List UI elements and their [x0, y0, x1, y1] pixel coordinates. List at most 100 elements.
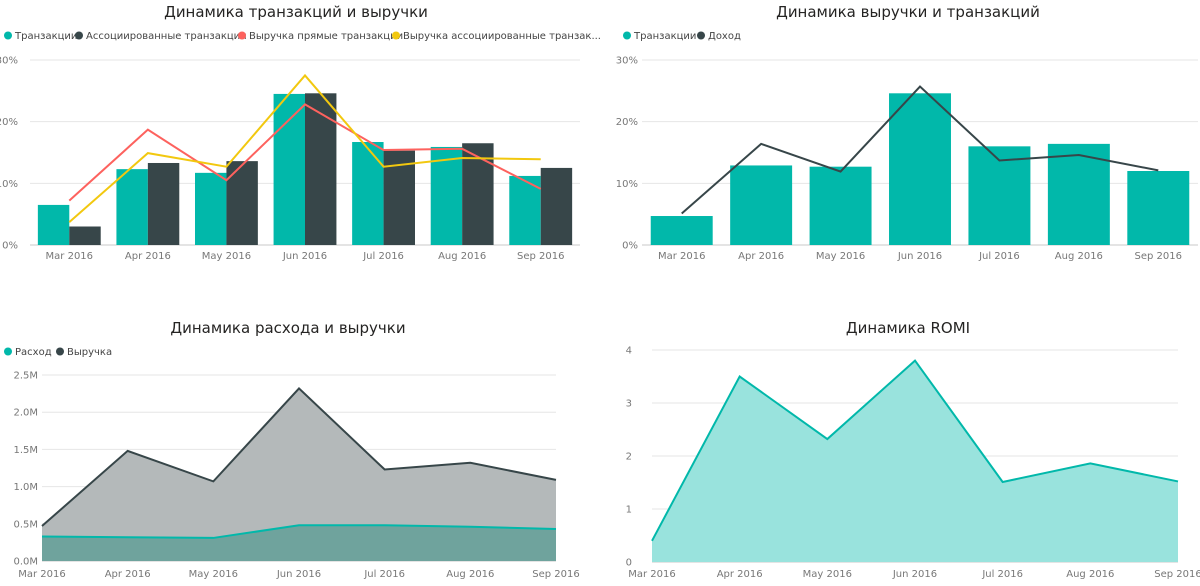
x-tick-label: Apr 2016 [105, 569, 151, 580]
bar-транзакции [809, 166, 872, 245]
series-line [68, 103, 542, 202]
chart-1: Динамика транзакций и выручки Транзакции А… [0, 3, 601, 262]
x-tick-label: Sep 2016 [1154, 569, 1200, 580]
x-tick-label: Apr 2016 [738, 251, 784, 262]
x-tick-label: Mar 2016 [628, 569, 676, 580]
x-tick-label: May 2016 [816, 251, 865, 262]
y-tick-label: 10% [616, 179, 638, 190]
y-tick-label: 0% [2, 241, 18, 252]
x-tick-label: Jul 2016 [978, 251, 1020, 262]
x-tick-label: May 2016 [803, 569, 852, 580]
y-tick-label: 30% [616, 56, 638, 67]
y-tick-label: 1.5M [13, 445, 38, 456]
y-tick-label: 2.0M [13, 408, 38, 419]
bar-ассоциированные-транзакции [226, 161, 258, 245]
area-line [651, 359, 1179, 542]
x-tick-label: Jul 2016 [981, 569, 1023, 580]
y-tick-label: 0% [622, 241, 638, 252]
y-tick-label: 0.0M [13, 557, 38, 568]
x-tick-label: Mar 2016 [18, 569, 66, 580]
legend-marker [56, 347, 64, 356]
x-tick-label: Sep 2016 [1135, 251, 1182, 262]
y-tick-label: 30% [0, 56, 18, 67]
legend-label: Транзакции [14, 31, 77, 42]
x-tick-label: Sep 2016 [517, 251, 564, 262]
chart-title: Динамика выручки и транзакций [776, 3, 1040, 21]
y-tick-label: 20% [0, 117, 18, 128]
area-fill [42, 388, 556, 561]
x-tick-label: Jun 2016 [892, 569, 937, 580]
bar-транзакции [650, 216, 713, 245]
x-tick-label: Aug 2016 [1066, 569, 1114, 580]
y-tick-label: 10% [0, 179, 18, 190]
x-tick-label: Jun 2016 [282, 251, 327, 262]
y-tick-label: 0 [626, 558, 632, 569]
legend-marker [623, 31, 631, 40]
y-tick-label: 2 [626, 452, 632, 463]
legend-marker [697, 31, 705, 40]
x-tick-label: Jun 2016 [276, 569, 321, 580]
bar-транзакции [116, 169, 148, 245]
x-tick-label: Aug 2016 [1055, 251, 1103, 262]
y-tick-label: 1 [626, 505, 632, 516]
legend-label: Выручка [67, 347, 112, 358]
legend-label: Расход [15, 347, 52, 358]
bar-транзакции [352, 142, 384, 245]
area-fill [652, 360, 1178, 562]
bar-транзакции [195, 172, 227, 245]
x-tick-label: Apr 2016 [125, 251, 171, 262]
y-tick-label: 2.5M [13, 371, 38, 382]
bar-транзакции [273, 93, 305, 246]
bar-ассоциированные-транзакции [540, 167, 573, 245]
area-fill [42, 525, 556, 561]
legend-marker [75, 31, 83, 40]
series-line [681, 85, 1159, 215]
bar-транзакции [1047, 143, 1110, 245]
bar-ассоциированные-транзакции [69, 226, 101, 245]
bar-транзакции [968, 146, 1031, 245]
x-tick-label: Mar 2016 [658, 251, 706, 262]
legend-label: Ассоциированные транзакции [86, 31, 247, 42]
bar-ассоциированные-транзакции [462, 143, 494, 245]
y-tick-label: 1.0M [13, 482, 38, 493]
bar-транзакции [430, 146, 463, 245]
y-tick-label: 20% [616, 117, 638, 128]
x-tick-label: Jul 2016 [362, 251, 404, 262]
x-tick-label: Apr 2016 [717, 569, 763, 580]
x-tick-label: Sep 2016 [532, 569, 579, 580]
chart-3: Динамика расхода и выручки Расход Выручка 0… [4, 319, 580, 580]
chart-2: Динамика выручки и транзакций Транзакции Д… [616, 3, 1198, 262]
legend-label: Выручка ассоциированные транзак... [403, 31, 601, 42]
legend-marker [4, 347, 12, 356]
chart-title: Динамика ROMI [846, 319, 970, 337]
bar-транзакции [37, 204, 70, 245]
x-tick-label: May 2016 [202, 251, 251, 262]
chart-title: Динамика расхода и выручки [170, 319, 405, 337]
chart-title: Динамика транзакций и выручки [164, 3, 428, 21]
bar-транзакции [889, 93, 951, 245]
series-line [68, 73, 541, 223]
y-tick-label: 0.5M [13, 519, 38, 530]
bar-транзакции [509, 175, 541, 245]
legend-label: Доход [708, 31, 741, 42]
bar-ассоциированные-транзакции [147, 162, 180, 245]
bar-транзакции [730, 165, 793, 245]
y-tick-label: 4 [626, 346, 632, 357]
bar-транзакции [1127, 171, 1190, 245]
legend-marker [392, 31, 400, 40]
x-tick-label: May 2016 [189, 569, 238, 580]
x-tick-label: Jun 2016 [897, 251, 942, 262]
x-tick-label: Mar 2016 [46, 251, 94, 262]
legend-label: Выручка прямые транзакции [249, 31, 403, 42]
x-tick-label: Aug 2016 [446, 569, 494, 580]
x-tick-label: Aug 2016 [438, 251, 486, 262]
y-tick-label: 3 [626, 399, 632, 410]
area-line [41, 524, 557, 539]
chart-4: Динамика ROMI 0 1 2 3 4 Mar 2016 Apr 2016 May 20… [626, 319, 1200, 580]
legend-label: Транзакции [633, 31, 696, 42]
legend-marker [238, 31, 246, 40]
x-tick-label: Jul 2016 [363, 569, 405, 580]
legend-marker [4, 31, 12, 40]
area-line [41, 386, 557, 527]
